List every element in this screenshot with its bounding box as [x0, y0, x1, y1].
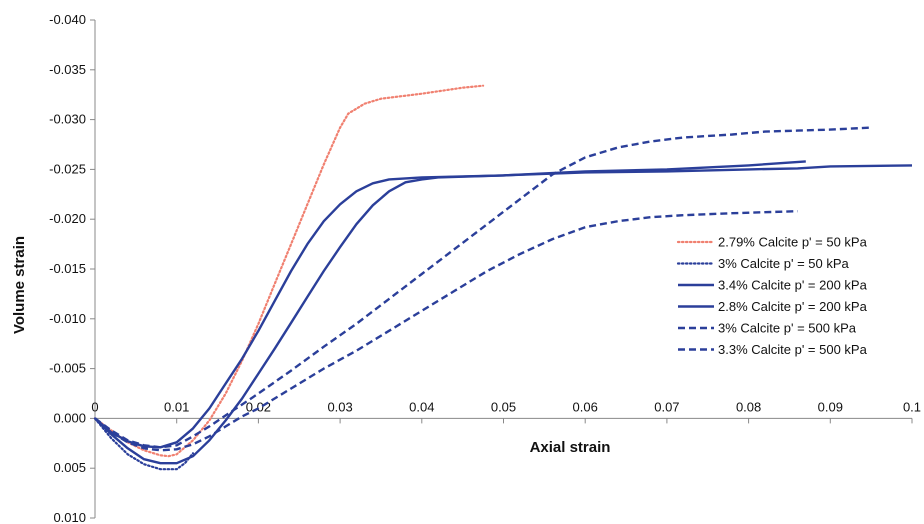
x-tick-label: 0.05 [491, 399, 516, 414]
x-tick-label: 0.09 [818, 399, 843, 414]
y-tick-label: -0.030 [49, 112, 86, 127]
x-tick-label: 0.1 [903, 399, 921, 414]
y-axis-title: Volume strain [11, 236, 28, 334]
series-line-2 [93, 417, 195, 471]
y-tick-label: -0.040 [49, 12, 86, 27]
y-tick-label: 0.010 [53, 510, 86, 524]
y-tick-label: -0.020 [49, 211, 86, 226]
y-tick-label: -0.015 [49, 261, 86, 276]
x-tick-label: 0 [91, 399, 98, 414]
legend-label: 3.3% Calcite p' = 500 kPa [718, 342, 868, 357]
x-tick-label: 0.03 [327, 399, 352, 414]
y-tick-label: -0.010 [49, 311, 86, 326]
series-line-3 [94, 160, 806, 449]
x-axis: 0 0.01 0.02 0.03 0.04 0.05 0.06 0.07 0.08 0.09 0.1 [91, 399, 921, 424]
y-tick-label: -0.025 [49, 161, 86, 176]
legend-label: 3% Calcite p' = 500 kPa [718, 321, 857, 336]
series-line-6 [94, 210, 798, 452]
series-line-5 [94, 126, 872, 449]
x-axis-title: Axial strain [530, 439, 611, 456]
legend: 2.79% Calcite p' = 50 kPa 3% Calcite p' =… [676, 235, 868, 357]
x-tick-label: 0.07 [654, 399, 679, 414]
series-line-1 [93, 84, 485, 458]
legend-label: 2.79% Calcite p' = 50 kPa [718, 235, 868, 250]
legend-label: 2.8% Calcite p' = 200 kPa [718, 299, 868, 314]
x-tick-label: 0.04 [409, 399, 434, 414]
legend-label: 3.4% Calcite p' = 200 kPa [718, 278, 868, 293]
x-tick-label: 0.01 [164, 399, 189, 414]
y-tick-label: -0.035 [49, 62, 86, 77]
x-tick-label: 0.08 [736, 399, 761, 414]
series-layer [93, 84, 913, 471]
x-tick-label: 0.06 [573, 399, 598, 414]
y-tick-label: 0.005 [53, 460, 86, 475]
y-axis: -0.040 -0.035 -0.030 -0.025 -0.020 -0.015 -0.0… [49, 12, 96, 524]
y-tick-label: -0.005 [49, 361, 86, 376]
legend-label: 3% Calcite p' = 50 kPa [718, 256, 850, 271]
y-tick-label: 0.000 [53, 410, 86, 425]
series-line-4 [94, 164, 913, 465]
